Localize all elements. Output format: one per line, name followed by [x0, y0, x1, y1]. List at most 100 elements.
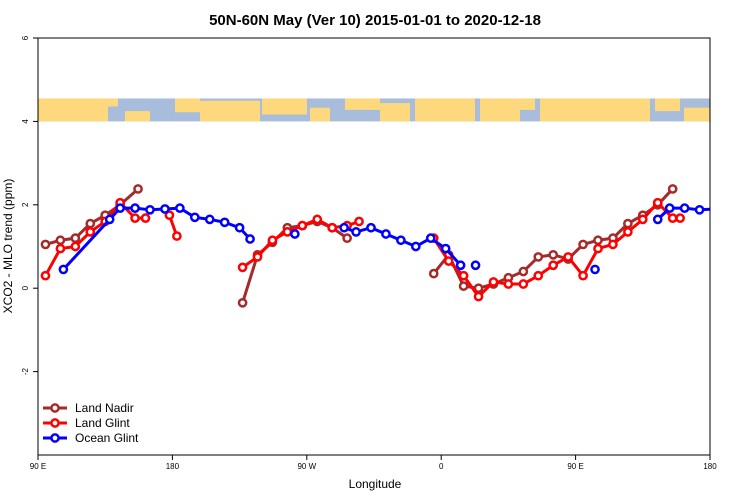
data-point: [428, 268, 439, 279]
legend-marker: [50, 403, 60, 413]
y-tick-label: -2: [21, 367, 30, 375]
data-point: [675, 213, 685, 223]
map-land-patch: [345, 98, 380, 110]
data-point: [252, 252, 263, 262]
data-point: [58, 264, 69, 275]
data-point: [245, 234, 255, 244]
data-point: [164, 210, 175, 221]
data-point: [679, 203, 690, 213]
data-point: [533, 270, 544, 281]
data-point: [578, 270, 588, 281]
map-land-patch: [655, 98, 680, 112]
data-point: [694, 204, 705, 215]
legend-label: Land Glint: [75, 416, 130, 430]
data-point: [396, 235, 406, 246]
y-axis: -2 0 2 4 6: [21, 35, 38, 375]
data-point: [664, 203, 675, 213]
data-point: [667, 184, 678, 194]
data-point: [366, 222, 376, 233]
map-land-patch: [125, 111, 150, 122]
data-point: [204, 214, 215, 225]
data-point: [342, 233, 352, 244]
x-tick-label: 0: [439, 462, 444, 471]
map-land-patch: [415, 98, 475, 122]
plot-frame: [37, 37, 711, 456]
data-point: [563, 252, 573, 262]
data-point: [70, 241, 81, 252]
data-point: [282, 227, 293, 237]
data-point: [133, 184, 143, 194]
y-tick-label: 2: [21, 202, 30, 207]
data-point: [473, 291, 484, 302]
map-land-patch: [38, 98, 108, 122]
data-point: [578, 239, 588, 250]
data-point: [354, 216, 364, 227]
data-point: [237, 262, 248, 273]
map-land-patch: [200, 100, 260, 122]
data-point: [85, 227, 96, 237]
map-land-patch: [310, 107, 330, 122]
map-land-patch: [380, 103, 410, 122]
legend-label: Ocean Glint: [75, 431, 139, 445]
data-point: [104, 214, 115, 225]
data-point: [290, 229, 300, 239]
series-land-nadir: [40, 184, 678, 308]
series-land-glint: [40, 197, 685, 302]
data-point: [312, 214, 323, 225]
data-point: [40, 270, 51, 281]
y-axis-label: XCO2 - MLO trend (ppm): [1, 179, 15, 314]
world-map-strip: [38, 98, 710, 122]
data-point: [503, 279, 514, 289]
data-point: [175, 203, 185, 213]
legend-label: Land Nadir: [75, 401, 134, 415]
data-point: [237, 297, 248, 308]
data-point: [548, 249, 559, 260]
legend-marker: [50, 418, 60, 428]
data-point: [351, 227, 361, 237]
series-line: [432, 187, 674, 290]
data-point: [70, 233, 81, 244]
y-tick-label: 6: [21, 35, 30, 40]
data-point: [652, 214, 663, 225]
data-point: [410, 241, 421, 252]
data-point: [593, 235, 603, 246]
map-land-patch: [480, 98, 520, 122]
data-point: [297, 220, 308, 231]
data-point: [130, 213, 140, 223]
data-point: [145, 204, 155, 215]
data-point: [709, 207, 710, 211]
data-point: [458, 281, 469, 291]
y-tick-label: 4: [21, 119, 30, 124]
data-point: [327, 222, 338, 233]
map-land-patch: [520, 98, 535, 110]
series-line: [62, 206, 252, 271]
data-point: [115, 203, 125, 213]
data-point: [234, 222, 245, 233]
x-tick-label: 90 W: [297, 462, 316, 471]
data-point: [458, 270, 469, 281]
x-axis-label: Longitude: [349, 477, 402, 491]
x-tick-label: 180: [166, 462, 180, 471]
data-point: [455, 260, 466, 271]
data-point: [470, 260, 481, 271]
map-land-patch: [540, 98, 650, 122]
data-point: [548, 260, 559, 271]
chart-title: 50N-60N May (Ver 10) 2015-01-01 to 2020-…: [209, 12, 541, 29]
data-point: [488, 277, 499, 287]
data-point: [518, 279, 529, 289]
x-tick-label: 90 E: [30, 462, 46, 471]
data-point: [381, 229, 391, 239]
data-point: [267, 235, 278, 246]
data-point: [339, 222, 349, 233]
data-point: [85, 218, 96, 229]
map-land-patch: [684, 107, 710, 122]
data-point: [219, 217, 230, 228]
data-point: [425, 233, 436, 244]
data-point: [443, 256, 454, 266]
data-point: [608, 239, 618, 250]
legend-marker: [50, 433, 60, 443]
data-point: [160, 204, 170, 214]
data-point: [172, 231, 182, 241]
